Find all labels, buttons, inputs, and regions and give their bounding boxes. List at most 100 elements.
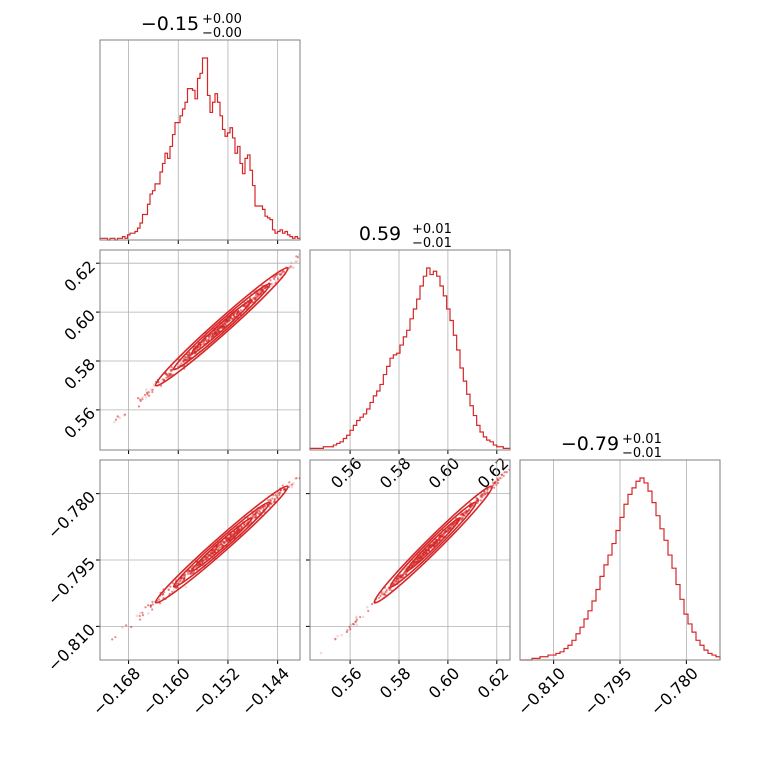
scatter-p1-p3-point [141,611,144,614]
scatter-p1-p2-contour-0 [190,299,253,355]
scatter-p1-p2-point [213,331,216,335]
hist-p3-xtick-label-0: −0.810 [514,664,569,719]
scatter-p1-p3-point [235,530,238,533]
scatter-p1-p3-point [258,510,262,513]
scatter-p2-p3-point [222,750,225,753]
scatter-p2-p3-point [349,628,352,631]
scatter-p1-p2-point [289,265,292,268]
scatter-p2-p3-point [503,471,507,474]
scatter-p2-p3-point [355,618,359,621]
scatter-p1-p2-point [170,366,173,369]
scatter-p2-p3-point [346,629,349,632]
scatter-p2-p3-point [496,477,499,481]
scatter-p2-p3-point [525,452,527,454]
scatter-p1-p3-point [175,582,178,585]
scatter-p1-p2-point [309,246,311,248]
scatter-p1-p2-point [163,379,166,382]
scatter-p1-p3-point [190,571,193,574]
scatter-p2-p3-point [523,453,526,456]
scatter-p2-p3-point [384,593,387,597]
scatter-p1-p2-point [272,277,276,281]
scatter-p1-p2-point [186,356,189,359]
scatter-p2-p3-point [482,494,485,497]
scatter-p1-p3-point [271,497,274,500]
scatter-p1-p2-point [290,261,293,265]
scatter-p1-p2-point [141,398,144,401]
scatter-p1-p3-point [213,550,216,554]
scatter-p1-p3-point [121,626,124,629]
scatter-p1-p2-point [320,243,322,245]
hist-p3-frame [519,459,721,661]
scatter-p1-p2-ytick-label-0: 0.56 [60,404,99,443]
scatter-p1-p3-point [178,580,181,583]
scatter-p2-p3-point [379,595,382,598]
scatter-p1-p3-point [201,560,204,564]
scatter-p1-p3-point [138,611,142,615]
scatter-p1-p2-point [313,240,316,243]
scatter-p2-p3-point [365,605,369,609]
hist-p3-panel: −0.810 −0.795 −0.780 −0.79 +0.01−0.01 [514,432,721,719]
scatter-p1-p2-point [281,271,284,274]
scatter-p1-p3-point [203,559,206,562]
scatter-p2-p3-point [492,481,495,484]
scatter-p1-p3-point [316,456,318,458]
scatter-p1-p2-panel: 0.56 0.58 0.60 0.62 [60,209,356,454]
scatter-p1-p2-point [92,441,95,444]
scatter-p1-p3-point [276,497,279,500]
hist-p3-xtick-label-1: −0.795 [580,664,635,719]
scatter-p2-p3-point [480,496,484,499]
scatter-p1-p3-point [270,502,273,505]
scatter-p2-p3-point [420,556,423,559]
scatter-p2-p3-point [449,526,452,529]
hist-p2-title-plus: +0.01 [412,222,452,237]
scatter-p2-p3-point [355,616,358,620]
scatter-p2-p3-point [483,493,486,496]
scatter-p2-p3-point [525,451,528,454]
scatter-p1-p3-point [218,546,221,549]
scatter-p1-p2-point [353,209,356,212]
scatter-p1-p3-ytick-label-2: −0.780 [44,487,99,542]
scatter-p1-p3-point [225,539,228,542]
scatter-p1-p2-point [254,294,258,297]
scatter-p1-p3-point [347,427,350,430]
scatter-p1-p3-point [182,577,186,580]
scatter-p2-p3-point [395,580,399,583]
hist-p1-title-minus: −0.00 [202,26,242,41]
hist-p2-xtick-label-2: 0.60 [425,454,464,493]
scatter-p2-p3-point [486,488,489,492]
scatter-p1-p2-point [263,287,266,290]
scatter-p1-p3-frame [99,459,301,661]
scatter-p1-p3-point [90,657,93,660]
scatter-p2-p3-point [495,483,498,487]
hist-p3-step-line [520,477,721,661]
scatter-p2-p3-xtick-label-3: 0.62 [474,664,513,703]
scatter-p1-p2-point [94,435,96,437]
hist-p3-title: −0.79 [561,433,619,455]
scatter-p1-p3-point [151,600,154,603]
scatter-p2-p3-point [432,541,436,544]
scatter-p1-p3-point [302,470,304,472]
scatter-p2-p3-point [378,596,381,600]
scatter-p2-p3-point [476,501,479,504]
scatter-p1-p3-point [189,570,192,573]
scatter-p1-p2-point [148,394,151,397]
scatter-p1-p3-point [282,487,286,491]
scatter-p1-p2-point [223,321,226,325]
hist-p2-title: 0.59 [359,223,401,245]
scatter-p1-p3-point [111,638,114,641]
scatter-p2-p3-point [359,615,362,619]
hist-p2-panel: 0.56 0.58 0.60 0.620.59 +0.01−0.01 [309,222,512,493]
scatter-p1-p3-point [215,546,218,549]
scatter-p1-p3-point [189,572,192,576]
scatter-p1-p2-frame [99,249,301,451]
scatter-p1-p3-ytick-label-1: −0.795 [44,554,99,609]
scatter-p1-p3-point [370,417,373,420]
scatter-p1-p3-point [209,553,212,556]
scatter-p1-p3-point [312,462,315,465]
scatter-p1-p2-point [322,237,324,239]
scatter-p2-p3-point [393,582,396,585]
scatter-p2-p3-point [532,446,535,449]
scatter-p1-p2-ytick-label-1: 0.58 [60,355,99,394]
scatter-p2-p3-point [438,535,441,538]
scatter-p2-p3-point [427,547,430,550]
